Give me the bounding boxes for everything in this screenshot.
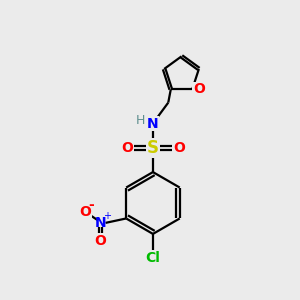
Text: +: + (103, 212, 111, 221)
Text: S: S (147, 139, 159, 157)
Text: O: O (121, 141, 133, 155)
Text: O: O (173, 141, 185, 155)
Text: O: O (193, 82, 205, 96)
Text: -: - (88, 198, 94, 212)
Text: Cl: Cl (146, 251, 160, 265)
Text: O: O (94, 234, 106, 248)
Text: N: N (94, 216, 106, 230)
Text: H: H (136, 114, 145, 127)
Text: O: O (79, 205, 91, 219)
Text: N: N (147, 117, 159, 131)
